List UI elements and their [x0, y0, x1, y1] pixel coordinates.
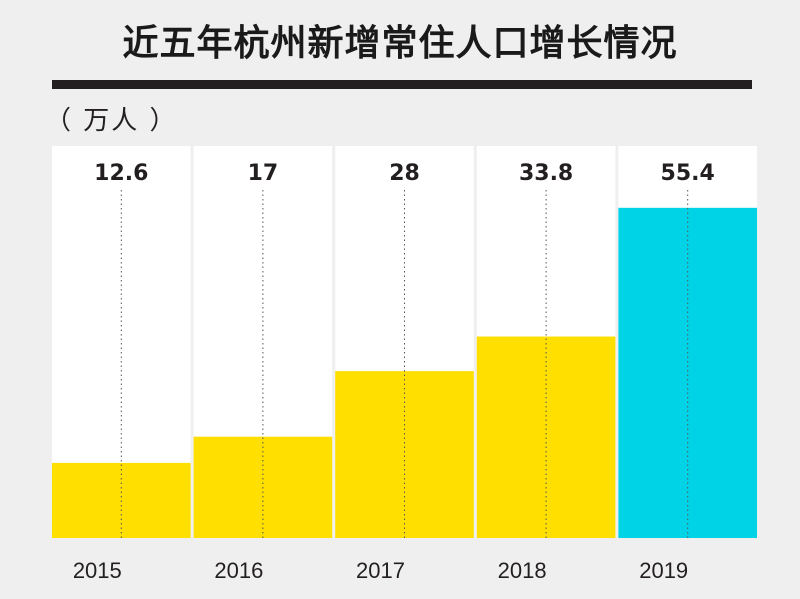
x-tick-label-2016: 2016 [214, 558, 263, 583]
bar-2015 [52, 462, 191, 538]
x-tick-label-2019: 2019 [639, 558, 688, 583]
x-tick-label-2015: 2015 [73, 558, 122, 583]
value-label-2016: 17 [248, 161, 279, 186]
value-label-2019: 55.4 [661, 161, 715, 186]
value-label-2018: 33.8 [519, 161, 573, 186]
x-tick-label-2018: 2018 [498, 558, 547, 583]
x-tick-label-2017: 2017 [356, 558, 405, 583]
title-divider [52, 80, 752, 89]
chart-title: 近五年杭州新增常住人口增长情况 [122, 23, 678, 64]
unit-label: （ 万人 ） [45, 106, 178, 136]
value-label-2015: 12.6 [94, 161, 148, 186]
value-label-2017: 28 [389, 161, 420, 186]
bar-2017 [335, 371, 474, 538]
